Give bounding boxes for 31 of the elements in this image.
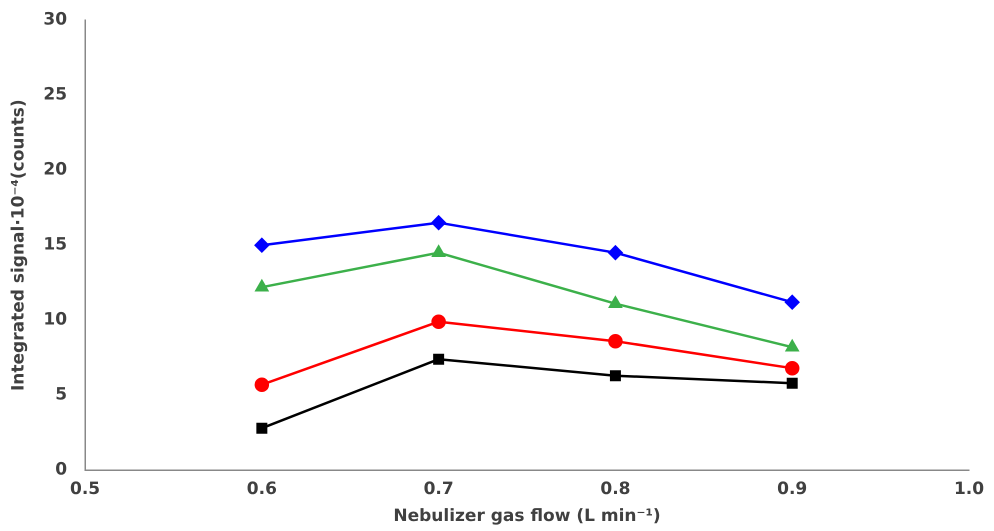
x-tick-label: 1.0	[954, 478, 984, 499]
point	[784, 294, 800, 310]
y-tick-label: 25	[43, 84, 68, 105]
point	[254, 377, 270, 392]
y-tick-label: 20	[43, 160, 68, 180]
point	[784, 360, 800, 376]
x-tick-label: 0.5	[70, 478, 100, 499]
x-tick-label: 0.6	[246, 478, 277, 499]
point	[256, 422, 268, 434]
y-axis-title: Integrated signal·10⁻⁴(counts)	[8, 99, 29, 392]
point	[608, 334, 623, 348]
x-tick-label: 0.7	[424, 478, 454, 499]
y-tick-label: 0	[55, 460, 68, 480]
y-tick-label: 15	[43, 234, 68, 255]
point	[608, 296, 622, 308]
point	[433, 354, 444, 365]
x-axis-title: Nebulizer gas flow (L min⁻¹)	[393, 506, 661, 526]
point	[254, 238, 270, 252]
x-tick-label: 0.9	[777, 478, 808, 499]
point	[610, 370, 621, 382]
point	[431, 215, 446, 230]
y-tick-label: 10	[43, 310, 68, 330]
point	[786, 378, 798, 389]
point	[608, 245, 623, 260]
point	[431, 314, 446, 329]
point	[255, 280, 268, 292]
x-tick-label: 0.8	[600, 478, 630, 499]
y-tick-label: 30	[43, 10, 68, 30]
y-tick-label: 5	[55, 384, 68, 405]
point	[432, 245, 446, 257]
point	[786, 340, 799, 352]
